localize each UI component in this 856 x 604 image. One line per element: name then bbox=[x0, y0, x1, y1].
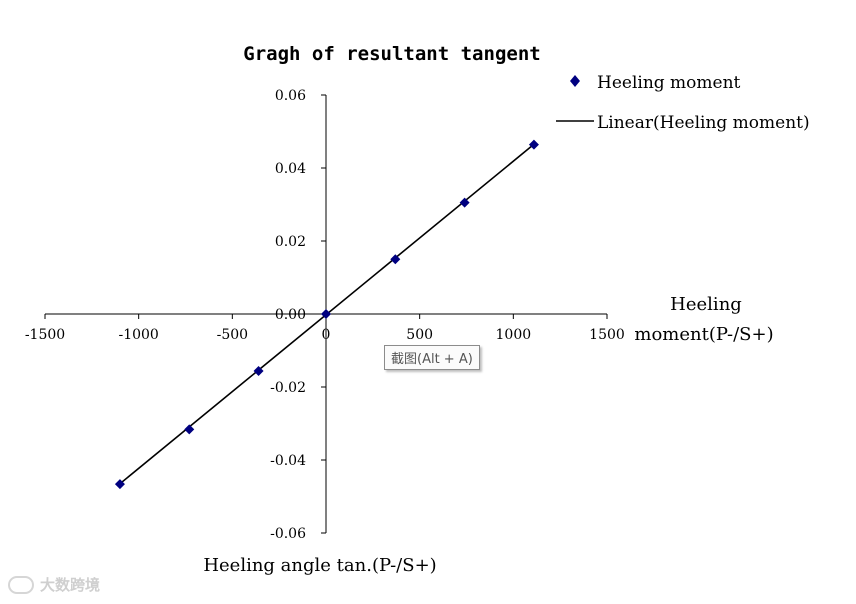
legend-label-heeling-moment: Heeling moment bbox=[597, 73, 741, 93]
data-point bbox=[390, 254, 401, 265]
data-point bbox=[321, 309, 331, 319]
y-tick-label: 0.02 bbox=[275, 234, 306, 250]
data-point bbox=[528, 139, 539, 150]
plot-area bbox=[114, 139, 539, 490]
y-tick-label: 0.06 bbox=[275, 88, 306, 104]
data-point bbox=[184, 424, 195, 435]
legend: Heeling moment Linear(Heeling moment) bbox=[556, 73, 810, 133]
x-tick-label: -1500 bbox=[25, 327, 65, 343]
data-point bbox=[114, 479, 125, 490]
x-tick-label: 0 bbox=[322, 327, 331, 343]
y-axis-label: Heeling angle tan.(P-/S+) bbox=[203, 555, 436, 576]
axes: -1500 -1000 -500 0 500 1000 1500 0.06 0.04 0.02 0.… bbox=[25, 88, 625, 542]
legend-label-linear: Linear(Heeling moment) bbox=[597, 113, 810, 133]
x-tick-label: 1500 bbox=[589, 327, 625, 343]
watermark: 大数跨境 bbox=[8, 574, 100, 595]
legend-marker-heeling-moment bbox=[570, 75, 580, 87]
chart-title: Gragh of resultant tangent bbox=[243, 43, 540, 65]
y-tick-label: -0.06 bbox=[270, 526, 306, 542]
data-point bbox=[253, 365, 264, 376]
x-axis-label-line-1: Heeling bbox=[670, 294, 742, 315]
y-tick-label: 0.00 bbox=[275, 307, 306, 323]
x-tick-label: 1000 bbox=[496, 327, 532, 343]
y-tick-label: 0.04 bbox=[275, 161, 306, 177]
x-tick-label: -500 bbox=[217, 327, 248, 343]
y-tick-label: -0.04 bbox=[270, 453, 306, 469]
screenshot-tooltip: 截图(Alt + A) bbox=[384, 345, 480, 370]
watermark-logo-icon bbox=[8, 575, 34, 594]
x-axis-label-line-2: moment(P-/S+) bbox=[634, 324, 773, 345]
x-tick-label: 500 bbox=[406, 327, 433, 343]
watermark-text: 大数跨境 bbox=[40, 576, 101, 594]
x-tick-label: -1000 bbox=[118, 327, 158, 343]
y-tick-label: -0.02 bbox=[270, 380, 306, 396]
data-point bbox=[459, 197, 470, 208]
